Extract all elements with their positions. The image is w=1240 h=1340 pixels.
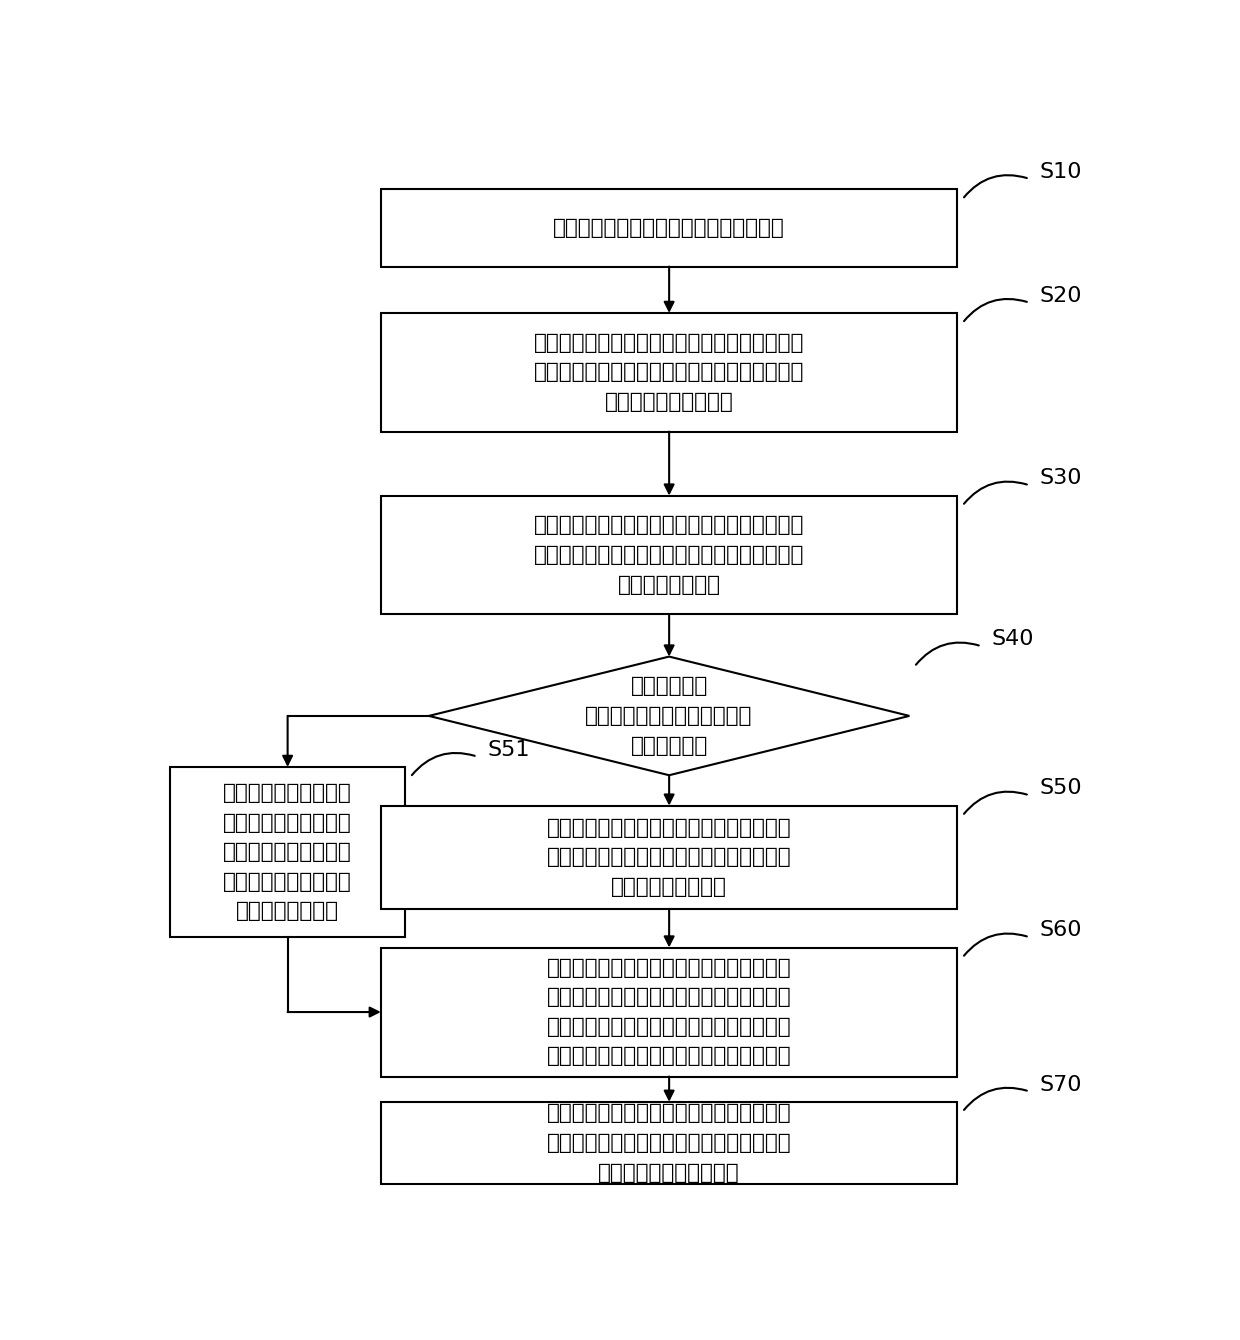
Text: 监测内置的充电电池的含电量，根据所述含电量
、所述冷水温度、以及所述洗浴最低温度，计算
后续的可供热水量: 监测内置的充电电池的含电量，根据所述含电量 、所述冷水温度、以及所述洗浴最低温度… [534,516,805,595]
Text: 实时计算已用热水量，当所述已用热水量达
到所述第一洗浴用水量，断开所述供电通道
，关闭所述供水管出水阀: 实时计算已用热水量，当所述已用热水量达 到所述第一洗浴用水量，断开所述供电通道 … [547,1103,791,1183]
Text: 当所述可供热水量大于所述单次洗浴最低用
水量，则定义所述单次洗浴最低用水量为后
续的第一洗浴用水量: 当所述可供热水量大于所述单次洗浴最低用 水量，则定义所述单次洗浴最低用水量为后 … [547,817,791,896]
Text: S50: S50 [1039,779,1081,799]
FancyBboxPatch shape [381,189,957,267]
FancyBboxPatch shape [381,314,957,431]
Text: S10: S10 [1039,162,1081,182]
Text: S70: S70 [1039,1075,1081,1095]
Text: 当所述可供热水量小于
或等于所述单次洗浴最
低用水量，则定义所述
可供热水量为后续的所
述第一洗浴用水量: 当所述可供热水量小于 或等于所述单次洗浴最 低用水量，则定义所述 可供热水量为后… [223,783,352,922]
Text: 当监测到外部电源断电，关闭供水管出水阀，检
测进水管管内的冷水温度，根据所述冷水温度确
定后续的洗浴最低温度: 当监测到外部电源断电，关闭供水管出水阀，检 测进水管管内的冷水温度，根据所述冷水… [534,332,805,411]
FancyBboxPatch shape [381,805,957,909]
Text: S30: S30 [1039,469,1081,488]
Text: 打开供水管出水阀，控制流经加热管的水流
速度；同步开启充电电池对加热管的供电通
道，控制所述加热管对流经加热管的水流进
行加热，使水流温度达到所述洗浴最低温度: 打开供水管出水阀，控制流经加热管的水流 速度；同步开启充电电池对加热管的供电通 … [547,958,791,1067]
Text: S20: S20 [1039,285,1081,306]
FancyBboxPatch shape [381,496,957,614]
Text: S60: S60 [1039,921,1081,941]
Text: S40: S40 [991,630,1034,650]
FancyBboxPatch shape [170,766,405,937]
Polygon shape [429,657,909,776]
FancyBboxPatch shape [381,1101,957,1185]
Text: 判断所述可供
热水量是否大于预设的单次洗
浴最低用水量: 判断所述可供 热水量是否大于预设的单次洗 浴最低用水量 [585,677,753,756]
Text: S51: S51 [487,740,529,760]
Text: 在洗浴过程中实时监测外部电源是否断电: 在洗浴过程中实时监测外部电源是否断电 [553,218,785,239]
FancyBboxPatch shape [381,947,957,1076]
